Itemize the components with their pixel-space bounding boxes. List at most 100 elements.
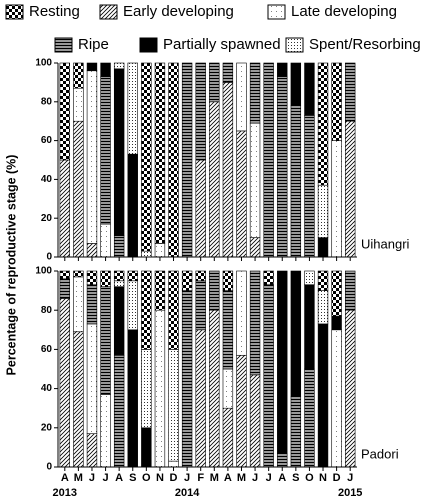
x-tick-label: J — [184, 472, 190, 484]
bar-segment — [154, 309, 166, 468]
bar-segment — [317, 323, 329, 468]
bar-segment — [331, 270, 342, 317]
axis — [57, 63, 357, 258]
bar-segment — [127, 62, 138, 155]
legend-label: Partially spawned — [163, 36, 281, 53]
bar-segment — [195, 62, 206, 161]
bar-segment — [141, 349, 152, 429]
bar-segment — [86, 323, 98, 434]
bar-segment — [127, 153, 138, 258]
x-tick-label: A — [278, 472, 286, 484]
bar-segment — [277, 62, 288, 77]
bar-segment — [127, 280, 138, 331]
bar-segment — [168, 270, 179, 350]
bar-segment — [317, 184, 329, 238]
bar-segment — [141, 62, 152, 252]
x-tick-label: J — [103, 472, 109, 484]
legend-label: Ripe — [78, 36, 109, 53]
legend-swatch — [99, 4, 118, 20]
x-tick-label: A — [224, 472, 232, 484]
legend-swatch — [285, 37, 304, 53]
bar-segment — [113, 286, 125, 356]
bar-segment — [113, 270, 125, 282]
bar-segment — [141, 270, 152, 350]
bar-segment — [195, 159, 206, 258]
y-tick-label: 20 — [41, 213, 53, 224]
bar-segment — [86, 70, 98, 244]
legend-swatch — [139, 37, 158, 53]
bar-segment — [222, 270, 234, 291]
y-tick-label: 100 — [35, 266, 52, 277]
bar-segment — [345, 120, 356, 258]
bar-segment — [73, 331, 84, 468]
bar-segment — [222, 290, 234, 370]
bar-segment — [73, 62, 84, 89]
bar-segment — [100, 62, 111, 77]
bar-segment — [304, 62, 315, 116]
x-tick-label: D — [333, 472, 341, 484]
x-tick-label: J — [89, 472, 95, 484]
bar-segment — [59, 298, 70, 468]
bar-segment — [209, 309, 220, 468]
bar-segment — [222, 82, 234, 258]
bar-segment — [195, 270, 206, 282]
bar-segment — [100, 286, 111, 395]
panel-label: Padori — [361, 446, 399, 461]
bar-segment — [236, 354, 247, 468]
bar-segment — [168, 460, 179, 468]
bar-segment — [127, 329, 138, 468]
legend-label: Late developing — [291, 3, 397, 20]
bar-segment — [181, 270, 193, 291]
bar-segment — [168, 62, 179, 258]
bar-segment — [181, 290, 193, 468]
bar-segment — [345, 62, 356, 122]
axis — [57, 271, 357, 468]
legend-swatch — [267, 4, 286, 20]
bar-segment — [345, 270, 356, 311]
y-tick-label: 80 — [41, 305, 53, 316]
bar-segment — [113, 62, 125, 70]
bar-segment — [141, 250, 152, 258]
bar-segment — [73, 276, 84, 333]
bar-segment — [209, 62, 220, 103]
bar-segment — [236, 130, 247, 258]
bar-segment — [195, 280, 206, 331]
bar-segment — [168, 349, 179, 462]
bar-segment — [277, 452, 288, 468]
x-tick-label: N — [156, 472, 164, 484]
bar-segment — [209, 270, 220, 311]
y-tick-label: 0 — [46, 462, 52, 473]
bar-segment — [290, 396, 302, 468]
bar-segment — [331, 62, 342, 141]
bar-segment — [73, 270, 84, 278]
bar-segment — [195, 329, 206, 468]
bar-segment — [59, 278, 70, 299]
bar-segment — [86, 284, 98, 325]
bar-segment — [59, 270, 70, 280]
x-tick-label: J — [266, 472, 272, 484]
bar-segment — [86, 433, 98, 468]
y-tick-label: 0 — [46, 252, 52, 263]
bar-segment — [317, 237, 329, 258]
bar-segment — [100, 270, 111, 287]
bar-segment — [249, 122, 261, 238]
y-tick-label: 40 — [41, 174, 53, 185]
bar-segment — [86, 62, 98, 72]
x-tick-label: D — [170, 472, 178, 484]
x-tick-label: A — [115, 472, 123, 484]
bar-segment — [222, 368, 234, 409]
bar-segment — [263, 284, 274, 468]
x-tick-label: J — [347, 472, 353, 484]
bar-segment — [317, 270, 329, 291]
bar-segment — [317, 62, 329, 186]
bar-segment — [86, 243, 98, 258]
legend-label: Resting — [29, 3, 80, 20]
x-tick-label: N — [319, 472, 327, 484]
x-tick-label: O — [305, 472, 314, 484]
panel-label: Uihangri — [361, 236, 410, 251]
bar-segment — [222, 62, 234, 83]
x-tick-label: M — [74, 472, 83, 484]
bar-segment — [290, 270, 302, 397]
bar-segment — [73, 87, 84, 122]
x-tick-label: O — [142, 472, 151, 484]
